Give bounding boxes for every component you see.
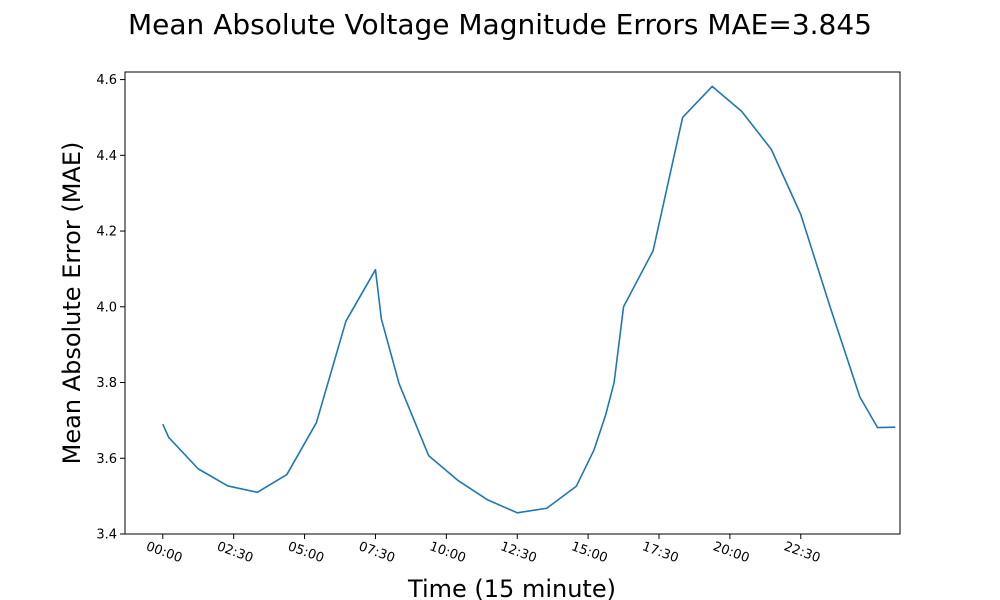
x-tick-label: 22:30 [782, 539, 822, 566]
x-tick-label: 20:00 [711, 539, 751, 566]
y-tick-label: 4.6 [96, 73, 117, 88]
x-tick-label: 10:00 [427, 539, 467, 566]
x-axis-label: Time (15 minute) [407, 575, 616, 600]
x-tick-label: 12:30 [498, 539, 538, 566]
x-tick-label: 02:30 [215, 539, 255, 566]
y-tick-label: 4.0 [96, 300, 117, 315]
y-axis: 3.4 3.6 3.8 4.0 4.2 4.4 4.6 [96, 73, 125, 543]
y-axis-label: Mean Absolute Error (MAE) [58, 142, 86, 465]
x-tick-label: 15:00 [569, 539, 609, 566]
x-tick-label: 00:00 [144, 539, 184, 566]
chart-title: Mean Absolute Voltage Magnitude Errors M… [128, 8, 872, 41]
x-tick-label: 07:30 [356, 539, 396, 566]
y-tick-label: 3.6 [96, 452, 117, 467]
y-tick-label: 3.4 [96, 528, 117, 543]
y-tick-label: 4.4 [96, 149, 117, 164]
y-tick-label: 3.8 [96, 376, 117, 391]
x-axis: 00:00 02:30 05:00 07:30 10:00 12:30 15:00 17:30… [144, 534, 822, 566]
x-tick-label: 17:30 [640, 539, 680, 566]
y-tick-label: 4.2 [96, 225, 117, 240]
series-line [162, 85, 896, 514]
x-tick-label: 05:00 [286, 539, 326, 566]
plot-area [124, 71, 901, 535]
